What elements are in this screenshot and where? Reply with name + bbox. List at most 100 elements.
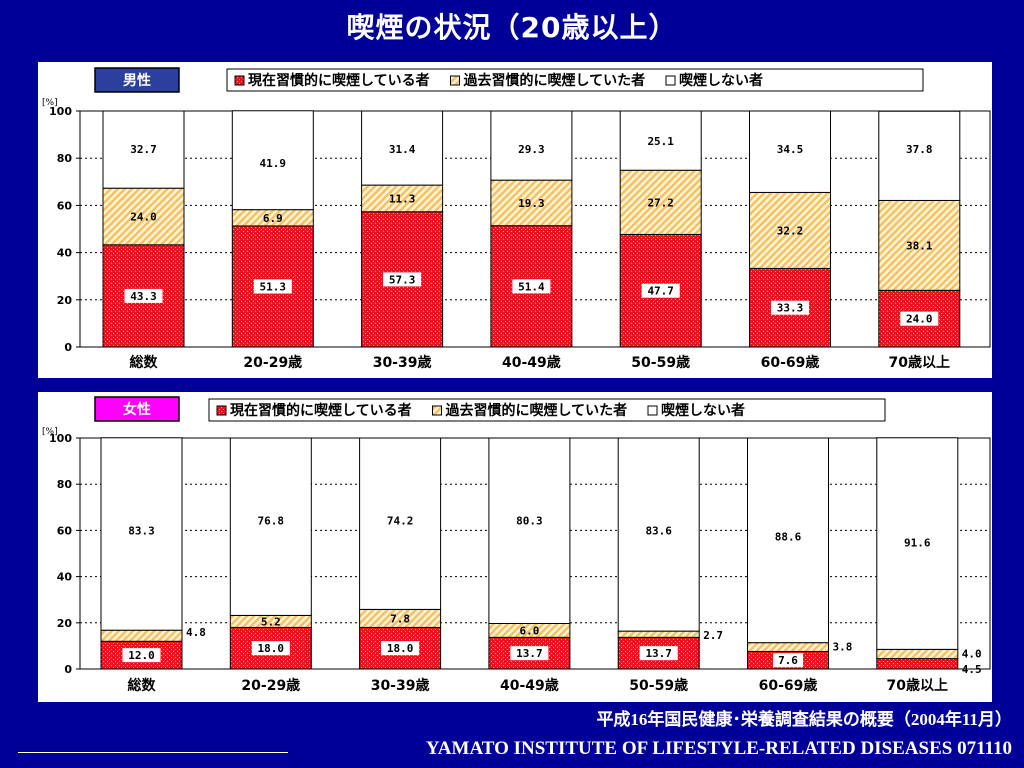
x-category-label: 20-29歳 (241, 677, 300, 694)
bar-segment-never (361, 110, 444, 186)
data-label-past: 4.8 (186, 626, 206, 639)
data-label-bg (251, 641, 290, 656)
data-label-never: 91.6 (904, 536, 931, 549)
bar-segment-past (490, 179, 573, 227)
data-label-never: 80.3 (516, 514, 543, 527)
data-label-current: 13.7 (516, 647, 543, 660)
data-label-never: 83.6 (645, 524, 672, 537)
data-label-bg (512, 279, 551, 294)
gender-badge-label: 女性 (123, 401, 151, 418)
legend-label-past: 過去習慣的に喫煙していた者 (445, 402, 628, 419)
data-label-never: 37.8 (906, 143, 933, 156)
x-category-label: 70歳以上 (889, 354, 950, 371)
data-label-bg (383, 272, 422, 287)
x-category-label: 30-39歳 (373, 354, 432, 371)
data-label-bg (900, 311, 939, 326)
bar-segment-never (102, 110, 185, 189)
footer-divider (18, 752, 288, 753)
data-label-past: 2.7 (703, 629, 723, 642)
bar-segment-never (359, 437, 442, 610)
bar-segment-past (361, 184, 444, 213)
data-label-current: 18.0 (258, 642, 285, 655)
bar-segment-never (619, 110, 702, 171)
data-label-current: 12.0 (128, 649, 155, 662)
y-tick-label: 100 (49, 105, 72, 118)
data-label-past: 5.2 (261, 615, 281, 628)
data-label-bg (773, 653, 803, 668)
legend-swatch-past (432, 405, 442, 416)
data-label-current: 57.3 (389, 273, 416, 286)
data-label-past: 6.0 (519, 624, 539, 637)
data-label-never: 88.6 (775, 530, 802, 543)
female-chart-panel: 女性 現在習慣的に喫煙している者 過去習慣的に喫煙していた者 喫煙しない者 [%] 0 20… (38, 392, 992, 702)
data-label-past: 38.1 (906, 239, 933, 252)
bar-segment-never (876, 437, 959, 650)
data-label-never: 25.1 (647, 135, 674, 148)
legend-label-never: 喫煙しない者 (679, 72, 763, 89)
bar-segment-past (749, 191, 831, 269)
data-label-past: 32.2 (777, 224, 804, 237)
bar-segment-never (488, 437, 571, 624)
x-category-label: 50-59歳 (629, 677, 688, 694)
data-label-never: 34.5 (777, 143, 804, 156)
bar-segment-past (876, 648, 959, 660)
data-label-current: 13.7 (645, 647, 672, 660)
data-label-bg (253, 279, 292, 294)
y-tick-label: 20 (57, 294, 73, 307)
y-tick-label: 60 (57, 199, 73, 212)
x-category-label: 50-59歳 (631, 354, 690, 371)
page-title: 喫煙の状況（20歳以上） (346, 11, 678, 44)
legend-box (208, 398, 886, 422)
legend-swatch-never (665, 75, 676, 86)
data-label-past: 3.8 (833, 641, 853, 654)
y-tick-label: 20 (57, 617, 73, 630)
data-label-past: 24.0 (130, 210, 157, 223)
x-category-label: 総数 (128, 677, 157, 694)
data-label-past: 27.2 (647, 196, 674, 209)
data-label-never: 83.3 (128, 524, 155, 537)
data-label-bg (122, 648, 161, 663)
data-label-current: 24.0 (906, 313, 933, 326)
male-chart-panel: 男性 現在習慣的に喫煙している者 過去習慣的に喫煙していた者 喫煙しない者 [%] 0 20… (38, 62, 992, 378)
y-unit-label: [%] (42, 427, 58, 437)
data-label-never: 32.7 (130, 143, 157, 156)
y-tick-label: 0 (64, 341, 72, 354)
x-category-label: 40-49歳 (500, 677, 559, 694)
data-label-bg (771, 300, 809, 315)
bar-segment-never (747, 437, 829, 644)
data-label-never: 41.9 (260, 157, 287, 170)
y-tick-label: 40 (57, 571, 73, 584)
data-label-current: 51.4 (518, 280, 545, 293)
x-category-label: 60-69歳 (761, 354, 820, 371)
x-category-label: 30-39歳 (371, 677, 430, 694)
data-label-current: 7.6 (778, 654, 798, 667)
data-label-bg (641, 283, 680, 298)
legend-label-current: 現在習慣的に喫煙している者 (230, 402, 412, 419)
source-note: 平成16年国民健康･栄養調査結果の概要（2004年11月） (596, 710, 1012, 729)
data-label-never: 76.8 (258, 514, 285, 527)
x-category-label: 60-69歳 (759, 677, 818, 694)
data-label-never: 74.2 (387, 514, 414, 527)
y-tick-label: 0 (64, 663, 72, 676)
data-label-bg (510, 646, 549, 661)
data-label-current: 43.3 (130, 290, 157, 303)
legend-label-past: 過去習慣的に喫煙していた者 (463, 72, 646, 89)
legend-box (226, 68, 924, 92)
data-label-past: 6.9 (263, 212, 283, 225)
y-tick-label: 80 (57, 478, 73, 491)
data-label-current: 51.3 (260, 280, 287, 293)
legend-swatch-never (647, 405, 658, 416)
gender-badge-box (94, 67, 180, 93)
data-label-bg (639, 646, 678, 661)
male-smoking-chart: 男性 現在習慣的に喫煙している者 過去習慣的に喫煙していた者 喫煙しない者 [%] 0 20… (42, 67, 991, 371)
data-label-current: 18.0 (387, 642, 414, 655)
gender-badge-label: 男性 (123, 72, 151, 89)
bar-segment-never (617, 437, 700, 632)
data-label-current: 4.5 (962, 663, 982, 676)
legend-swatch-current (216, 405, 227, 416)
data-label-current: 33.3 (777, 302, 804, 315)
bar-segment-current (876, 658, 959, 670)
legend-swatch-past (450, 75, 460, 86)
y-tick-label: 80 (57, 152, 73, 165)
y-unit-label: [%] (42, 98, 58, 108)
